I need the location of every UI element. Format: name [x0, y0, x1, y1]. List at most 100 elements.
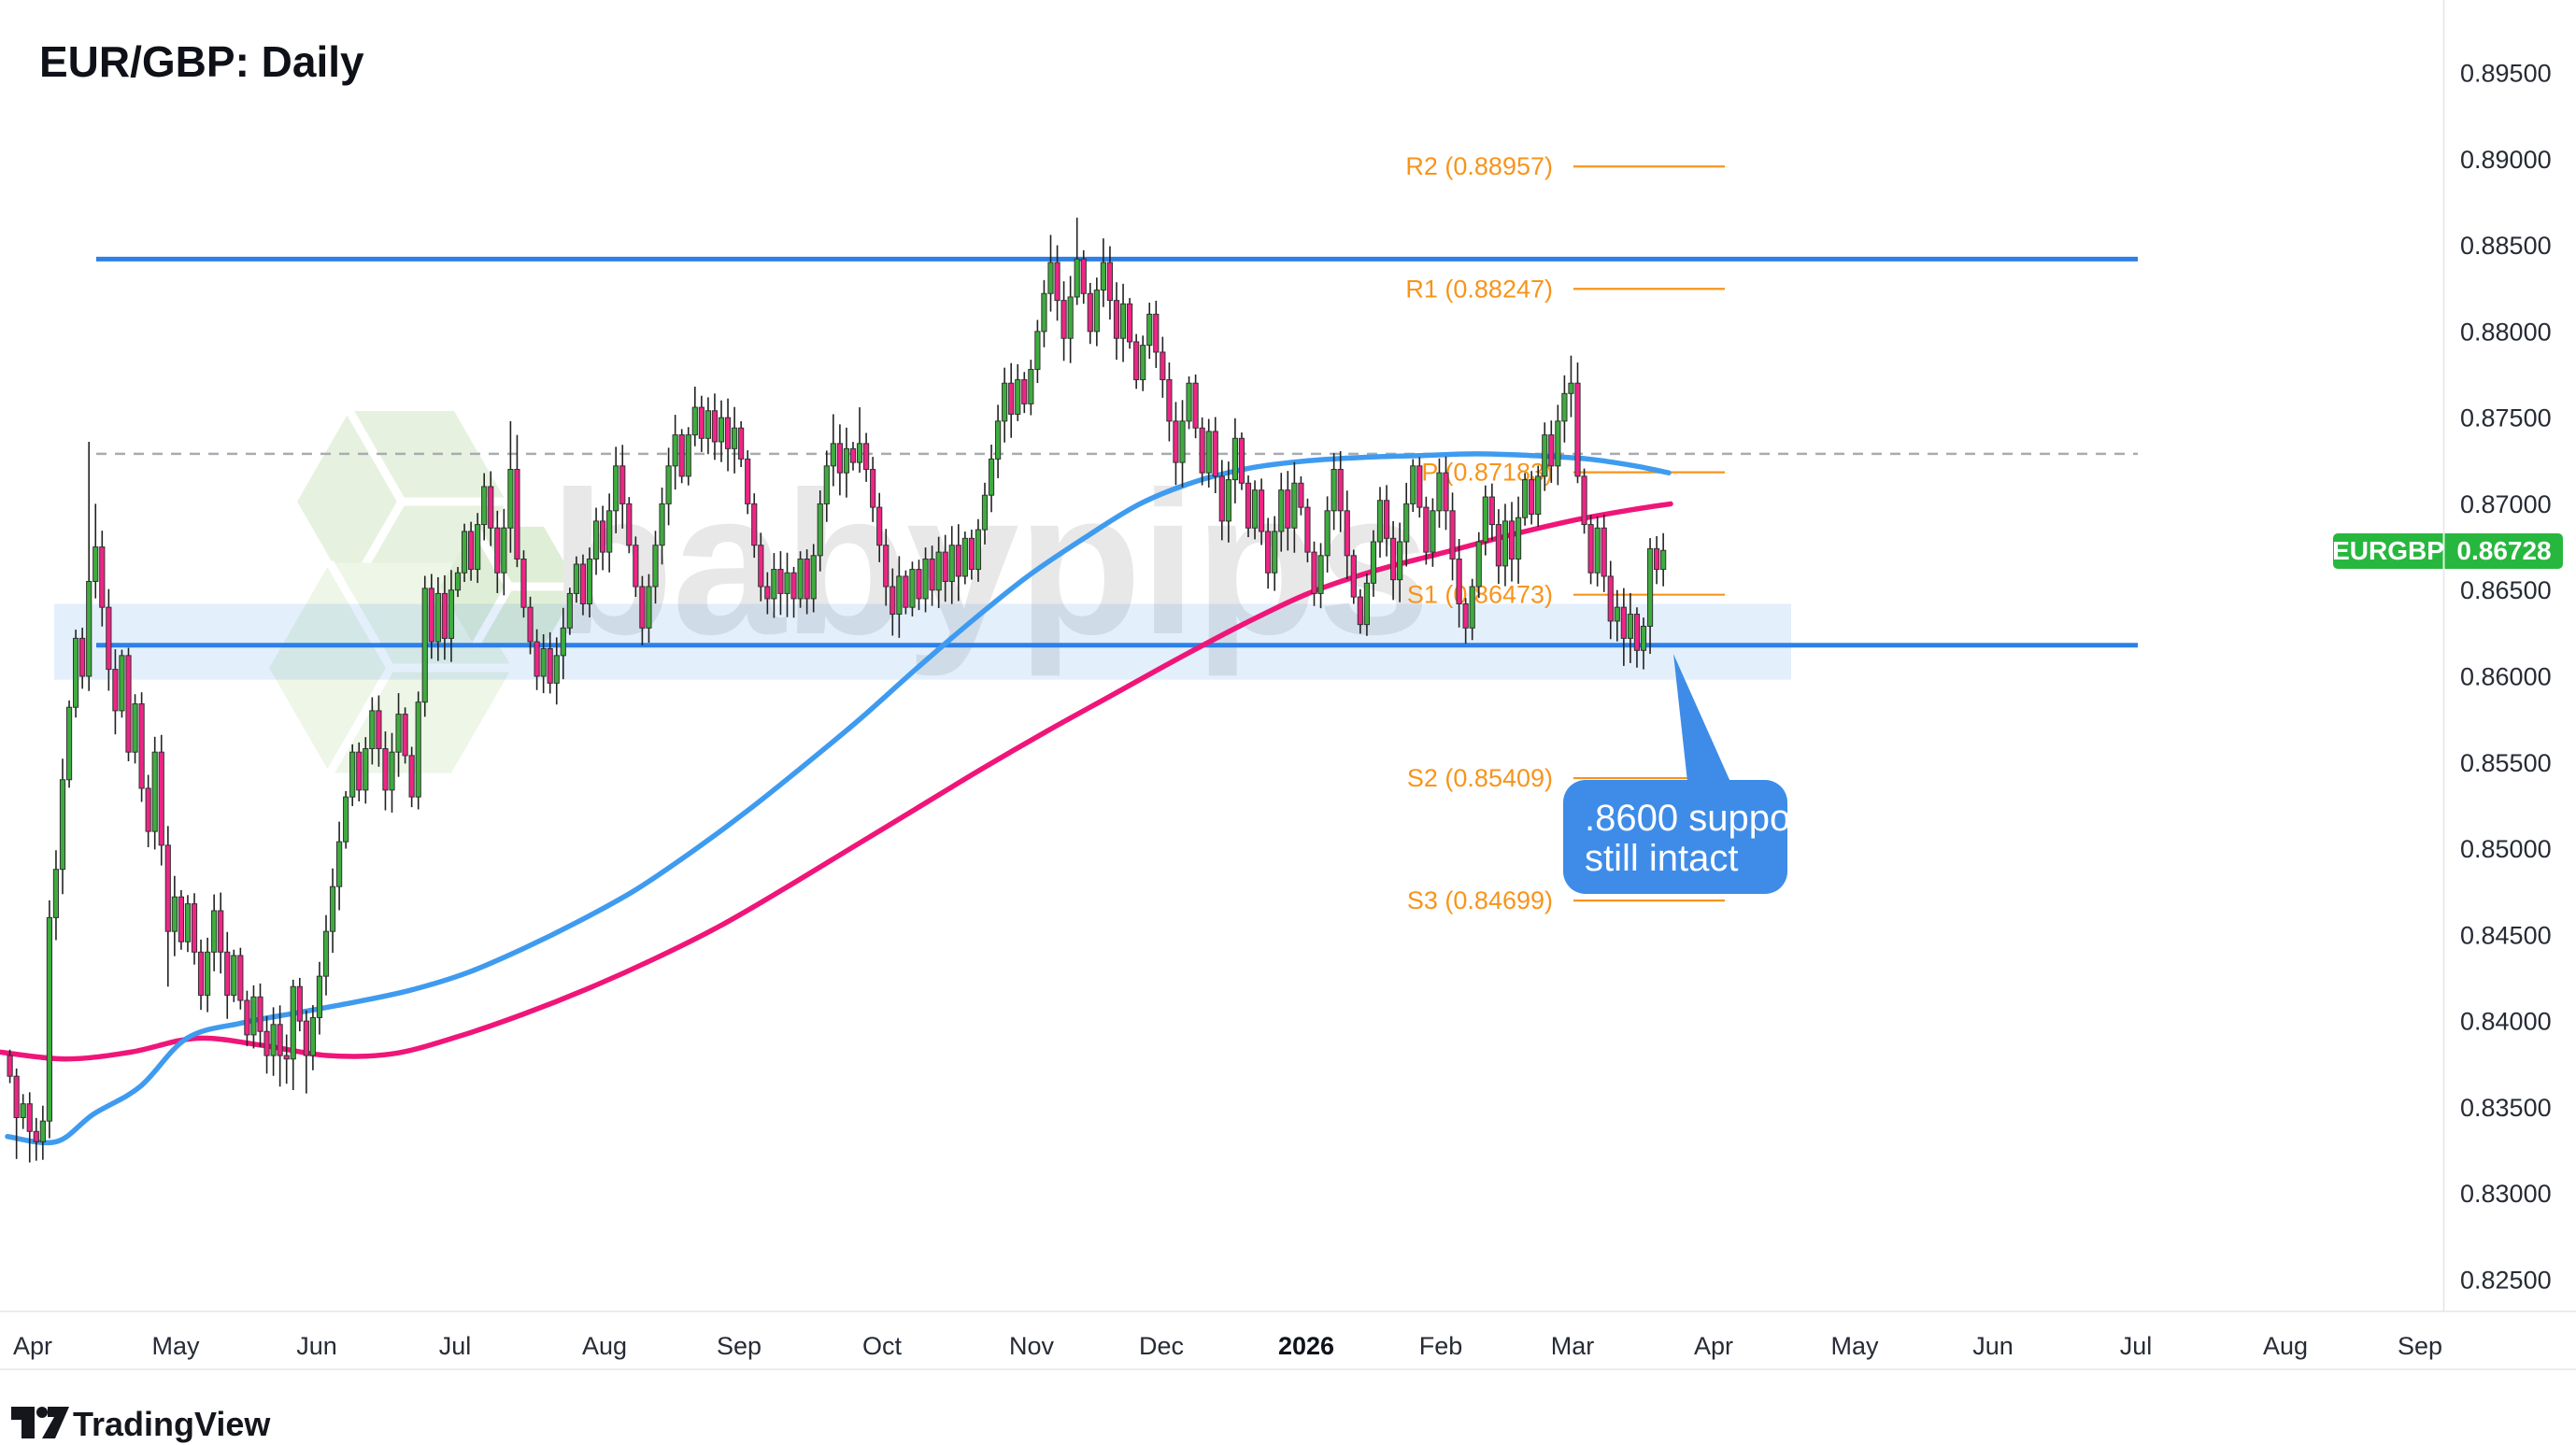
candle [975, 518, 982, 582]
candle [836, 424, 843, 496]
candle [777, 551, 784, 616]
candle [415, 691, 421, 810]
candle [1087, 282, 1093, 345]
candle [507, 420, 514, 553]
candle [1106, 246, 1114, 320]
candle [810, 544, 817, 613]
candle [73, 630, 79, 718]
last-price-tag-symbol: EURGBP [2332, 536, 2444, 565]
candle [1555, 404, 1561, 486]
support-zone-rect[interactable] [54, 603, 1791, 680]
candle [1646, 538, 1654, 655]
candle [494, 510, 501, 593]
candle [52, 850, 60, 941]
candle [1403, 482, 1410, 567]
callout-bubble[interactable] [1563, 780, 1787, 894]
candle [106, 588, 112, 691]
candle [1469, 578, 1475, 641]
candle [968, 530, 975, 580]
candle [1614, 589, 1620, 642]
candle [46, 900, 52, 1139]
candle [1633, 607, 1641, 668]
candle [1542, 422, 1548, 491]
price-scale[interactable]: 0.89500 0.89000 0.88500 0.88000 0.87500 0.870… [2442, 0, 2552, 1311]
chart-title: EUR/GBP: Daily [39, 37, 364, 86]
callout-line1: .8600 support [1585, 798, 1814, 839]
candle [138, 692, 145, 802]
candle [1231, 418, 1239, 503]
candle [296, 977, 303, 1032]
candle [1100, 238, 1107, 307]
candle [1166, 362, 1173, 442]
last-price-tag: EURGBP 0.86728 [2332, 533, 2563, 569]
candle [1047, 234, 1054, 312]
candle [823, 450, 830, 522]
candle [613, 446, 619, 533]
candle [1173, 402, 1179, 486]
candle [132, 694, 138, 764]
candle [1199, 417, 1205, 486]
candle [527, 596, 534, 655]
candle [125, 647, 132, 761]
candle [1522, 473, 1529, 526]
support-zone[interactable] [54, 603, 1791, 680]
price-scale-label: 0.85500 [2460, 749, 2552, 777]
price-scale-label: 0.87000 [2460, 490, 2552, 518]
candle [758, 532, 764, 602]
candle [1074, 218, 1080, 305]
watermark-hexagon-edge [471, 584, 513, 649]
candle [646, 574, 652, 644]
time-scale-label-Aug: Aug [582, 1332, 627, 1360]
candle [164, 826, 171, 987]
candle [1205, 418, 1212, 488]
candle [909, 561, 916, 616]
tradingview-logo-icon [11, 1407, 69, 1438]
candle [428, 574, 434, 659]
candle [1495, 509, 1502, 585]
candle [283, 1034, 290, 1084]
candle [1225, 461, 1231, 543]
time-scale-label-Aug: Aug [2263, 1332, 2308, 1360]
candle [1285, 471, 1291, 551]
time-scale-label-May: May [151, 1332, 200, 1360]
horizontal-levels[interactable] [96, 256, 2138, 648]
candle [1430, 498, 1436, 567]
candle [1370, 530, 1377, 597]
candle [704, 397, 711, 455]
candle [454, 566, 462, 598]
time-scale[interactable]: Apr May Jun Jul Aug Sep Oct Nov Dec 2026 Feb Mar Apr… [0, 1310, 2576, 1370]
ma-fast-blue[interactable] [5, 451, 1672, 1146]
candle [1515, 496, 1522, 584]
candle [1390, 520, 1397, 601]
price-scale-label: 0.89500 [2460, 60, 2552, 88]
candle [1034, 319, 1041, 384]
candle [672, 415, 678, 490]
candle [1192, 374, 1199, 439]
candle [184, 895, 192, 953]
candle [1594, 516, 1601, 587]
candle [929, 545, 935, 606]
candle [764, 572, 771, 615]
candle [1160, 336, 1166, 398]
candle [1443, 456, 1449, 531]
candle [1324, 496, 1331, 573]
support-callout[interactable]: .8600 support still intact [1563, 654, 1814, 894]
candle [916, 560, 922, 611]
candle [659, 487, 665, 565]
pivot-label-R1: R1 (0.88247) [1405, 275, 1553, 303]
candle [1278, 473, 1285, 552]
candle [1654, 536, 1660, 585]
time-scale-label-Jun: Jun [1972, 1332, 2014, 1360]
price-scale-label: 0.82500 [2460, 1266, 2552, 1294]
candle [1350, 549, 1357, 604]
candle [1331, 453, 1337, 531]
candle [1304, 498, 1311, 563]
tradingview-attribution[interactable]: TradingView [11, 1405, 271, 1443]
candle [1535, 465, 1542, 527]
candle [606, 493, 613, 573]
candle [751, 493, 758, 559]
candle [1093, 277, 1100, 347]
last-price-tag-value: 0.86728 [2456, 536, 2551, 565]
candle [1028, 360, 1034, 416]
